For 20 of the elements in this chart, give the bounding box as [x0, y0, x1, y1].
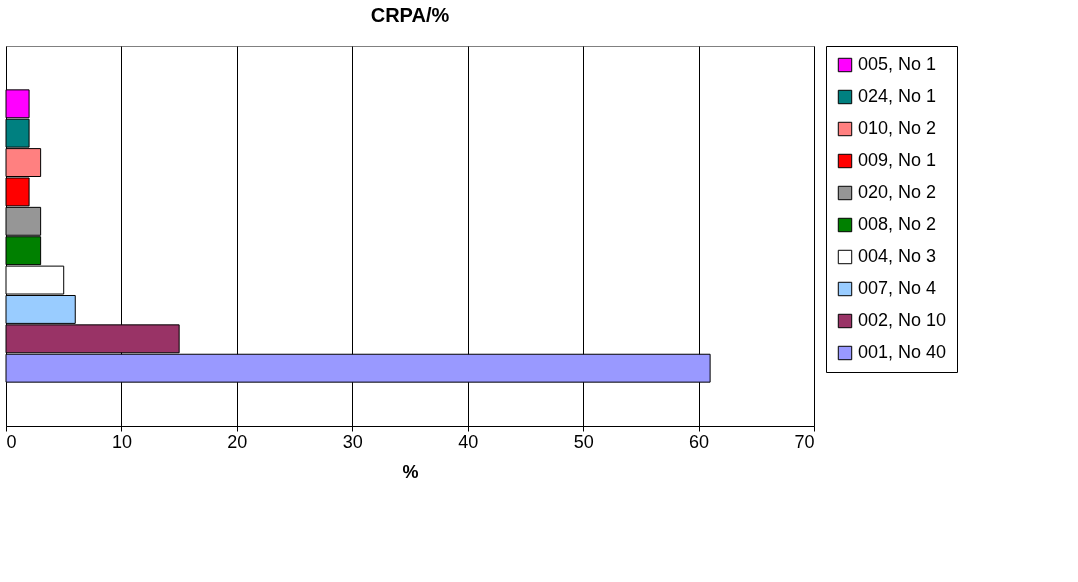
legend-label: 004, No 3: [858, 246, 937, 266]
legend-label: 020, No 2: [858, 182, 937, 202]
legend-label: 007, No 4: [858, 278, 937, 298]
x-tick-label: 60: [689, 431, 710, 452]
legend-label: 002, No 10: [858, 310, 947, 330]
legend-label: 024, No 1: [858, 86, 937, 106]
x-tick-label: 10: [111, 431, 132, 452]
legend-label: 005, No 1: [858, 54, 937, 74]
x-tick-label: 20: [227, 431, 248, 452]
legend-label: 009, No 1: [858, 150, 937, 170]
x-tick-label: 70: [794, 431, 815, 452]
legend-label: 010, No 2: [858, 118, 937, 138]
x-tick-label: 40: [458, 431, 479, 452]
legend-label: 001, No 40: [858, 342, 947, 362]
x-tick-label: 50: [573, 431, 594, 452]
legend-label: 008, No 2: [858, 214, 937, 234]
x-axis-title: %: [402, 461, 419, 482]
chart-title: CRPA/%: [370, 3, 450, 26]
x-tick-label: 0: [6, 431, 17, 452]
x-tick-label: 30: [342, 431, 363, 452]
